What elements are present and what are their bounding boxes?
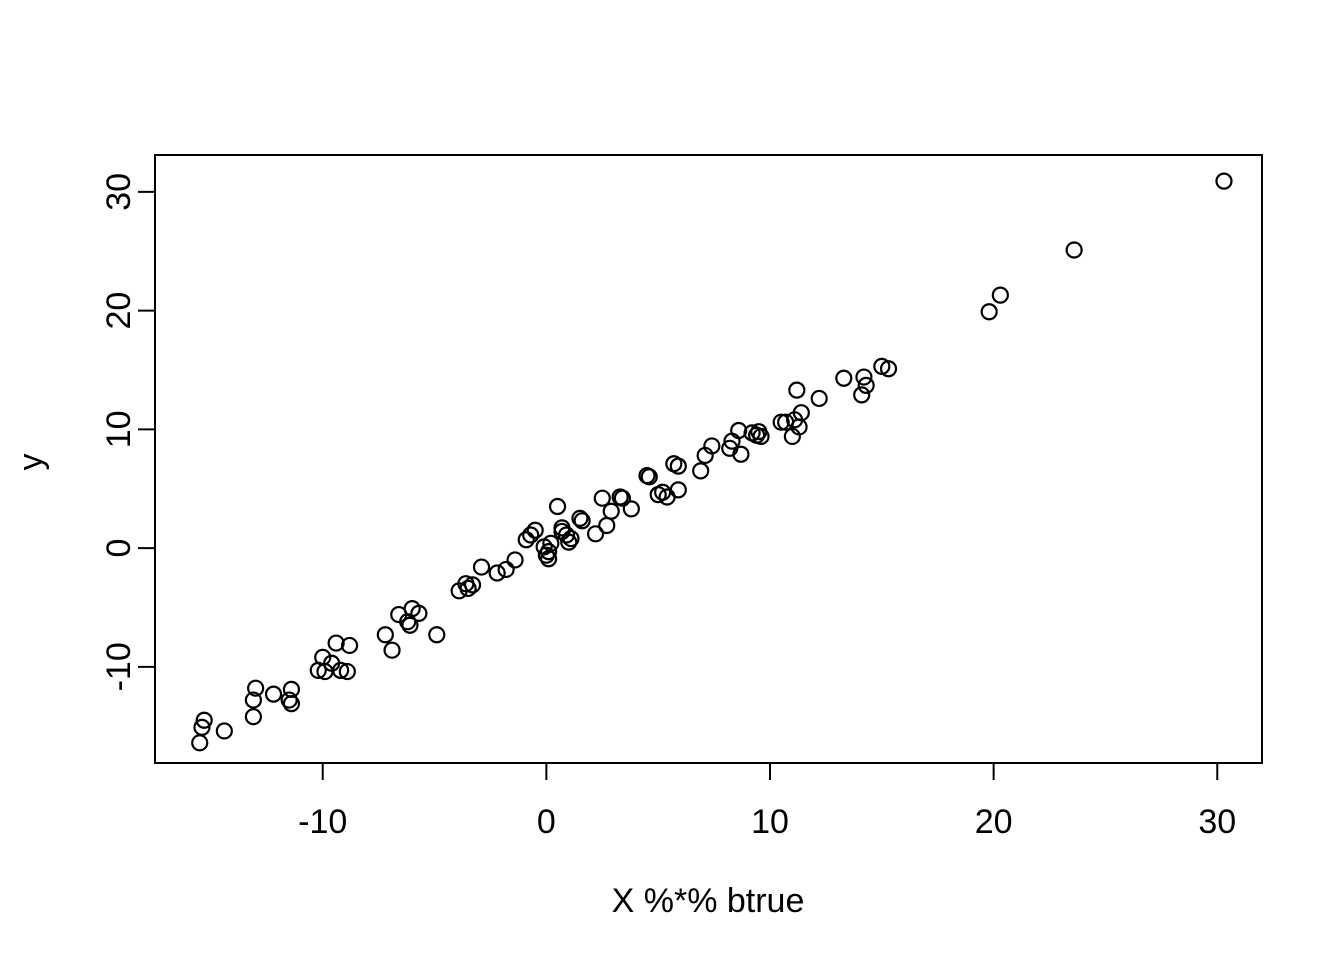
data-point: [548, 497, 567, 516]
data-point: [560, 533, 578, 551]
data-point: [332, 661, 350, 679]
data-point: [586, 525, 605, 543]
data-point: [517, 531, 535, 549]
data-point: [613, 489, 632, 507]
data-point: [340, 636, 359, 655]
data-point: [399, 613, 417, 631]
data-point: [215, 722, 233, 740]
data-point: [562, 529, 580, 548]
data-point: [557, 526, 576, 544]
data-point: [669, 457, 687, 475]
data-point: [539, 543, 558, 561]
data-point: [857, 376, 875, 394]
data-point: [383, 641, 401, 659]
data-point: [247, 679, 265, 697]
data-point: [783, 427, 801, 446]
data-point: [506, 551, 524, 569]
data-point: [669, 481, 687, 499]
y-tick-label: 30: [100, 173, 138, 211]
data-point: [703, 437, 721, 455]
data-point: [428, 626, 446, 644]
data-point: [539, 550, 558, 568]
data-point: [1065, 241, 1083, 259]
data-point: [1215, 172, 1233, 190]
y-tick-label: 20: [100, 292, 138, 330]
data-point: [472, 558, 491, 576]
data-point: [593, 489, 611, 507]
data-point: [522, 526, 540, 544]
data-point: [280, 691, 298, 709]
data-point: [980, 303, 998, 321]
data-point: [376, 626, 394, 644]
data-point: [309, 661, 327, 679]
data-point: [752, 427, 770, 446]
data-point: [640, 468, 658, 486]
data-point: [244, 708, 262, 726]
data-point: [853, 386, 871, 404]
y-tick-label: -10: [100, 642, 138, 691]
data-point: [835, 369, 853, 387]
data-point: [410, 604, 428, 622]
y-tick-label: 10: [100, 410, 138, 448]
data-point: [732, 445, 750, 463]
data-point: [282, 695, 301, 713]
y-tick-label: 0: [100, 539, 138, 558]
data-point: [338, 662, 356, 681]
data-point: [244, 691, 262, 709]
x-tick-label: 20: [975, 803, 1013, 841]
data-point: [855, 368, 873, 386]
data-point: [692, 462, 710, 480]
data-point: [991, 286, 1009, 304]
data-point: [810, 389, 828, 408]
plot-border: [154, 154, 1263, 764]
data-point: [327, 634, 345, 652]
data-point: [598, 516, 616, 535]
data-point: [622, 500, 640, 518]
x-axis-label: X %*% btrue: [612, 882, 805, 920]
data-point: [195, 711, 213, 729]
data-point: [264, 685, 283, 703]
data-point: [282, 680, 301, 698]
data-point: [730, 421, 748, 440]
y-axis-label: y: [12, 454, 50, 471]
data-point: [401, 616, 419, 634]
x-axis: -10 0 10 20 30: [298, 763, 1236, 841]
data-points: [191, 172, 1233, 752]
x-tick-label: 0: [537, 803, 556, 841]
data-point: [459, 579, 477, 598]
data-point: [463, 576, 482, 594]
data-point: [602, 502, 620, 520]
data-point: [788, 381, 806, 399]
data-point: [488, 564, 506, 582]
data-point: [526, 521, 544, 539]
x-tick-label: -10: [298, 803, 347, 841]
data-point: [571, 509, 589, 527]
data-point: [772, 413, 790, 431]
data-point: [497, 560, 515, 579]
x-tick-label: 10: [751, 803, 789, 841]
x-tick-label: 30: [1198, 803, 1236, 841]
data-point: [573, 512, 591, 530]
data-point: [879, 360, 898, 378]
data-point: [191, 734, 209, 752]
data-point: [537, 546, 555, 564]
y-axis: -10 0 10 20 30: [100, 173, 155, 691]
